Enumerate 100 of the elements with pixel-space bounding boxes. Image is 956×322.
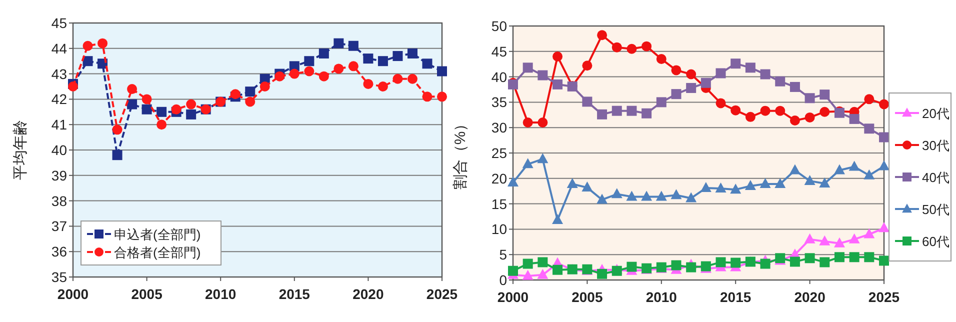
point bbox=[879, 132, 889, 142]
point bbox=[156, 120, 167, 130]
point bbox=[552, 214, 564, 224]
point bbox=[537, 153, 548, 164]
point bbox=[186, 109, 196, 120]
point bbox=[730, 58, 741, 69]
point bbox=[289, 68, 300, 79]
point bbox=[686, 69, 696, 80]
point bbox=[760, 69, 770, 80]
point bbox=[820, 106, 830, 117]
point bbox=[82, 56, 93, 66]
point bbox=[730, 105, 741, 116]
point bbox=[522, 270, 534, 280]
y-tick-label: 37 bbox=[51, 218, 68, 234]
y-tick-label: 35 bbox=[51, 269, 68, 285]
x-tick-label: 2005 bbox=[131, 286, 163, 302]
point bbox=[626, 190, 638, 201]
x-tick-label: 2020 bbox=[794, 289, 826, 305]
point bbox=[626, 44, 637, 54]
point bbox=[864, 124, 874, 134]
point bbox=[700, 182, 712, 192]
point bbox=[304, 66, 314, 76]
point bbox=[304, 56, 314, 66]
point bbox=[522, 158, 534, 168]
point bbox=[171, 104, 182, 114]
point bbox=[848, 160, 860, 171]
point bbox=[820, 90, 830, 100]
point bbox=[804, 93, 815, 104]
point bbox=[760, 106, 770, 116]
point bbox=[612, 106, 622, 116]
point bbox=[879, 99, 889, 110]
point bbox=[318, 71, 329, 82]
point bbox=[864, 94, 874, 104]
legend-label: 合格者(全部門) bbox=[114, 245, 201, 260]
legend-label: 50代 bbox=[922, 202, 950, 217]
point bbox=[790, 82, 800, 92]
y-tick-label: 41 bbox=[51, 116, 68, 133]
legend-label: 60代 bbox=[922, 234, 950, 249]
point bbox=[260, 82, 270, 92]
y-tick-label: 45 bbox=[51, 15, 68, 31]
y-tick-label: 15 bbox=[491, 196, 508, 212]
y-tick-label: 50 bbox=[491, 18, 508, 34]
point bbox=[363, 54, 374, 64]
y-tick-label: 25 bbox=[491, 145, 508, 161]
y-axis-title: 割合（%） bbox=[452, 116, 469, 190]
point bbox=[864, 169, 875, 180]
point bbox=[716, 98, 726, 108]
point bbox=[626, 262, 637, 272]
point bbox=[597, 109, 608, 120]
y-tick-label: 44 bbox=[51, 40, 68, 56]
point bbox=[68, 82, 78, 92]
point bbox=[686, 192, 697, 202]
point bbox=[522, 258, 533, 269]
point bbox=[112, 124, 122, 135]
point bbox=[790, 256, 800, 267]
point bbox=[127, 99, 138, 110]
point bbox=[612, 42, 622, 52]
point bbox=[804, 253, 815, 264]
point bbox=[437, 66, 447, 76]
point bbox=[819, 177, 830, 188]
point bbox=[407, 48, 418, 58]
point bbox=[186, 99, 196, 110]
y-tick-label: 30 bbox=[491, 120, 508, 136]
point bbox=[804, 174, 816, 185]
y-tick-label: 0 bbox=[499, 272, 508, 288]
point bbox=[819, 235, 830, 246]
point bbox=[760, 178, 771, 188]
point bbox=[522, 62, 533, 73]
y-tick-label: 39 bbox=[51, 167, 68, 184]
point bbox=[790, 115, 800, 126]
point bbox=[671, 65, 682, 76]
point bbox=[864, 252, 874, 262]
point bbox=[245, 86, 256, 97]
point bbox=[715, 182, 726, 193]
point bbox=[656, 97, 666, 108]
point bbox=[656, 54, 666, 64]
point bbox=[849, 252, 860, 262]
y-tick-label: 36 bbox=[51, 244, 68, 260]
point bbox=[422, 92, 432, 102]
x-tick-label: 2005 bbox=[572, 289, 603, 305]
point bbox=[537, 268, 548, 279]
point bbox=[318, 48, 329, 58]
point bbox=[849, 114, 860, 124]
point bbox=[378, 56, 388, 66]
point bbox=[552, 79, 563, 90]
point bbox=[363, 78, 374, 89]
x-tick-label: 2000 bbox=[57, 286, 89, 302]
x-tick-label: 2025 bbox=[426, 286, 458, 302]
point bbox=[626, 106, 637, 116]
point bbox=[112, 150, 122, 160]
point bbox=[716, 68, 726, 78]
point bbox=[582, 182, 593, 192]
point bbox=[334, 38, 344, 48]
point bbox=[775, 106, 786, 116]
legend-label: 40代 bbox=[922, 170, 950, 185]
point bbox=[245, 96, 256, 107]
point bbox=[156, 106, 167, 117]
x-tick-label: 2010 bbox=[646, 289, 678, 305]
point bbox=[348, 40, 358, 51]
point bbox=[834, 252, 844, 262]
